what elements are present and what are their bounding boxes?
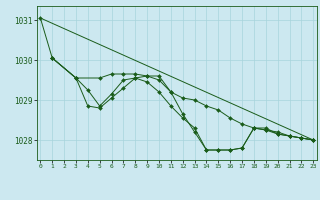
Text: Graphe pression niveau de la mer (hPa): Graphe pression niveau de la mer (hPa)	[41, 182, 279, 192]
